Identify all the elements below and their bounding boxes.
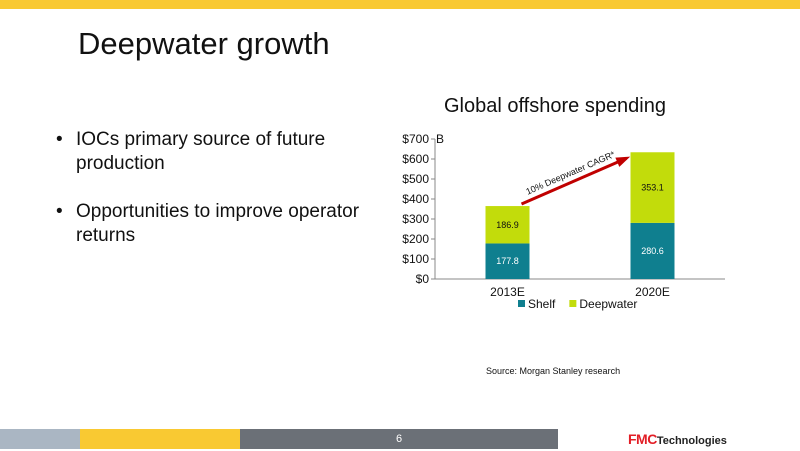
top-accent-bar [0, 0, 800, 9]
legend-swatch-deepwater [569, 300, 577, 307]
bullet-list: IOCs primary source of future production… [54, 128, 374, 272]
data-label: 280.6 [641, 246, 664, 256]
data-label: 186.9 [496, 220, 519, 230]
x-tick-label: 2020E [635, 285, 670, 299]
y-tick-label: $300 [402, 212, 429, 226]
slide-title: Deepwater growth [78, 26, 330, 61]
data-label: 177.8 [496, 256, 519, 266]
y-tick-label: $500 [402, 172, 429, 186]
legend-label: Deepwater [579, 297, 637, 311]
logo-tech-text: Technologies [656, 435, 727, 447]
footer-bar: 6 [0, 429, 558, 449]
footer-segment-yellow [80, 429, 240, 449]
cagr-arrow-head [615, 156, 631, 167]
y-tick-label: $0 [416, 272, 430, 286]
bar-segment-shelf [630, 222, 675, 279]
y-tick-label: $600 [402, 152, 429, 166]
logo-fmc-text: FMC [628, 431, 657, 447]
bar-segment-shelf [485, 243, 530, 279]
y-tick-label: $400 [402, 192, 429, 206]
data-label: 353.1 [641, 183, 664, 193]
x-tick-label: 2013E [490, 285, 525, 299]
y-unit-label: B [436, 132, 444, 146]
cagr-arrow-line [520, 156, 628, 206]
legend-label: Shelf [528, 297, 556, 311]
footer-segment-blue [0, 429, 80, 449]
fmc-technologies-logo: FMCTechnologies [628, 429, 727, 451]
bullet-item: IOCs primary source of future production [54, 128, 374, 176]
bar-segment-deepwater [630, 152, 675, 223]
stacked-bar-chart: $0 $100 $200 $300 $400 $500 $600 $700 B 177.8 186.… [402, 132, 725, 311]
y-tick-label: $700 [402, 132, 429, 146]
y-tick-label: $100 [402, 252, 429, 266]
y-tick-label: $200 [402, 232, 429, 246]
bar-segment-deepwater [485, 206, 530, 244]
source-note: Source: Morgan Stanley research [486, 366, 621, 376]
bullet-item: Opportunities to improve operator return… [54, 200, 374, 248]
legend-swatch-shelf [518, 300, 525, 307]
chart-title: Global offshore spending [443, 95, 666, 117]
page-number: 6 [240, 429, 558, 449]
cagr-annotation: 10% Deepwater CAGR* [524, 149, 616, 197]
